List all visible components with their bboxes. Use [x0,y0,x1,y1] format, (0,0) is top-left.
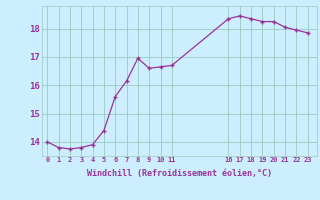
X-axis label: Windchill (Refroidissement éolien,°C): Windchill (Refroidissement éolien,°C) [87,169,272,178]
